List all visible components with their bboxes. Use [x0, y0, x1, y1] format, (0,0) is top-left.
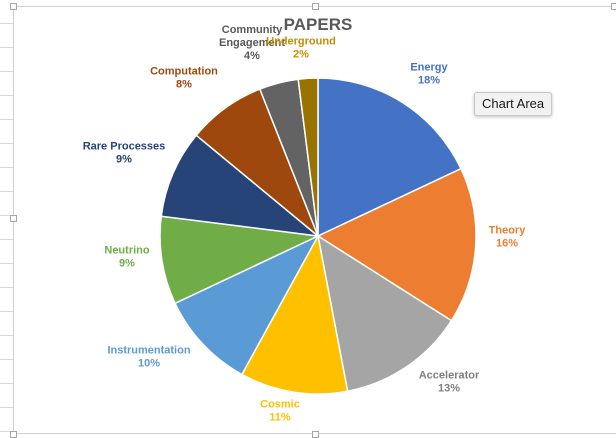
pie-slice-accelerator[interactable] — [316, 234, 453, 393]
data-label-accelerator: Accelerator 13% — [419, 370, 480, 395]
pie-slice-rare-processes[interactable] — [160, 134, 321, 238]
pie-slice-theory[interactable] — [316, 167, 477, 322]
resize-handle-top-middle[interactable] — [312, 3, 319, 10]
data-label-computation: Computation 8% — [150, 66, 218, 91]
data-label-rare-processes: Rare Processes 9% — [83, 141, 166, 166]
data-label-instrumentation: Instrumentation 10% — [107, 345, 190, 370]
pie-slices — [159, 77, 477, 395]
resize-handle-middle-left[interactable] — [10, 215, 17, 222]
data-label-theory: Theory 16% — [489, 225, 527, 250]
pie-slice-underground[interactable] — [297, 77, 319, 237]
pie-slice-neutrino[interactable] — [159, 215, 321, 305]
data-label-community-engagement: Community Engagement 4% — [219, 24, 285, 62]
pie-slice-cosmic[interactable] — [240, 233, 349, 395]
chart-title: PAPERS — [284, 15, 353, 34]
chart-area-tooltip: Chart Area — [474, 92, 553, 116]
pie-slice-energy[interactable] — [317, 77, 462, 238]
pie-slice-instrumentation[interactable] — [174, 234, 320, 376]
data-label-energy: Energy 18% — [410, 62, 448, 87]
data-label-neutrino: Neutrino 9% — [104, 245, 150, 270]
data-label-underground: Underground 2% — [266, 36, 336, 61]
data-label-cosmic: Cosmic 11% — [260, 399, 300, 424]
row-ruler — [0, 0, 14, 437]
pie-data-labels: Energy 18% Theory 16% Accelerator 13% Cosmic 11… — [83, 24, 526, 424]
resize-handle-top-left[interactable] — [10, 3, 17, 10]
resize-handle-top-right[interactable] — [611, 3, 616, 10]
